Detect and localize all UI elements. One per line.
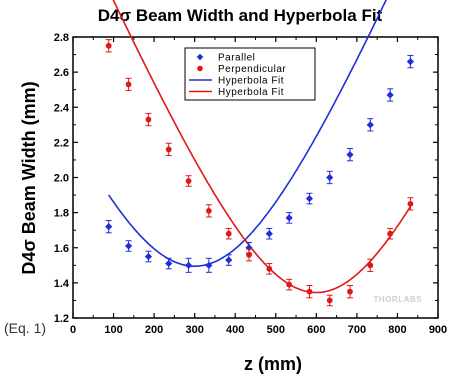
perpendicular-point: [286, 281, 293, 288]
parallel-point: [406, 57, 415, 66]
x-axis-ticks: 0 100 200 300 400 500 600 700 800 900: [70, 37, 447, 336]
perpendicular-point: [225, 230, 232, 237]
parallel-point: [285, 214, 293, 222]
parallel-point: [105, 223, 113, 231]
parallel-point: [265, 230, 273, 238]
perpendicular-point: [407, 200, 414, 207]
x-tick-label: 900: [429, 324, 447, 336]
y-axis-label: D4σ Beam Width (mm): [19, 81, 39, 274]
legend-label: Parallel: [218, 53, 255, 64]
y-tick-label: 2.8: [54, 32, 69, 44]
x-tick-label: 100: [104, 324, 122, 336]
y-tick-label: 1.6: [54, 243, 69, 255]
perpendicular-point: [105, 42, 112, 49]
parallel-point: [245, 244, 253, 252]
x-tick-label: 300: [185, 324, 203, 336]
perpendicular-point: [246, 251, 252, 258]
equation-reference: (Eq. 1): [4, 320, 46, 336]
legend-diamond-swatch: [196, 53, 204, 61]
legend-label: Perpendicular: [218, 64, 286, 75]
x-axis-label: z (mm): [244, 354, 302, 374]
x-tick-label: 0: [70, 324, 76, 336]
perpendicular-point: [185, 178, 192, 184]
y-tick-label: 2.4: [54, 102, 70, 114]
x-tick-label: 200: [145, 324, 163, 336]
data-points: [105, 39, 415, 307]
fit-curves: [108, 0, 412, 294]
x-tick-label: 500: [267, 324, 285, 336]
perpendicular-point: [306, 288, 313, 295]
parallel-point: [205, 261, 213, 269]
perpendicular-point: [387, 230, 394, 237]
perpendicular-point: [125, 81, 132, 88]
y-tick-label: 2.2: [54, 137, 69, 149]
parallel-point: [165, 259, 173, 268]
parallel-point: [144, 252, 153, 261]
fit-curve-parallel: [108, 0, 387, 267]
perpendicular-point: [205, 207, 212, 214]
perpendicular-point: [347, 288, 353, 295]
x-tick-label: 600: [307, 324, 325, 336]
parallel-point: [124, 242, 133, 250]
perpendicular-point: [266, 265, 273, 272]
y-tick-label: 2.0: [54, 173, 69, 185]
parallel-point: [184, 261, 193, 269]
perpendicular-point: [165, 146, 172, 153]
perpendicular-point: [367, 262, 374, 269]
y-axis-ticks: 1.2 1.4 1.6 1.8 2.0 2.2 2.4 2.6 2.8: [54, 32, 438, 325]
chart-title: D4σ Beam Width and Hyperbola Fit: [98, 6, 383, 25]
fit-curve-perpendicular: [112, 0, 412, 294]
parallel-point: [386, 91, 394, 99]
perpendicular-point: [145, 116, 152, 123]
parallel-point: [225, 256, 233, 264]
legend-box: [184, 47, 316, 101]
perpendicular-point: [326, 297, 333, 304]
parallel-point: [366, 121, 374, 129]
y-tick-label: 1.8: [54, 208, 69, 220]
legend-label: Hyperbola Fit: [218, 87, 284, 98]
legend-label: Hyperbola Fit: [218, 76, 284, 87]
x-tick-label: 800: [388, 324, 406, 336]
legend-circle-swatch: [197, 65, 203, 72]
x-tick-label: 700: [348, 324, 366, 336]
y-tick-label: 1.2: [54, 313, 69, 325]
parallel-point: [305, 194, 314, 203]
x-tick-label: 400: [226, 324, 244, 336]
parallel-point: [346, 151, 354, 159]
thorlabs-watermark: THORLABS: [374, 295, 423, 304]
y-tick-label: 1.4: [54, 278, 70, 290]
y-tick-label: 2.6: [54, 67, 69, 79]
parallel-point: [326, 173, 334, 182]
